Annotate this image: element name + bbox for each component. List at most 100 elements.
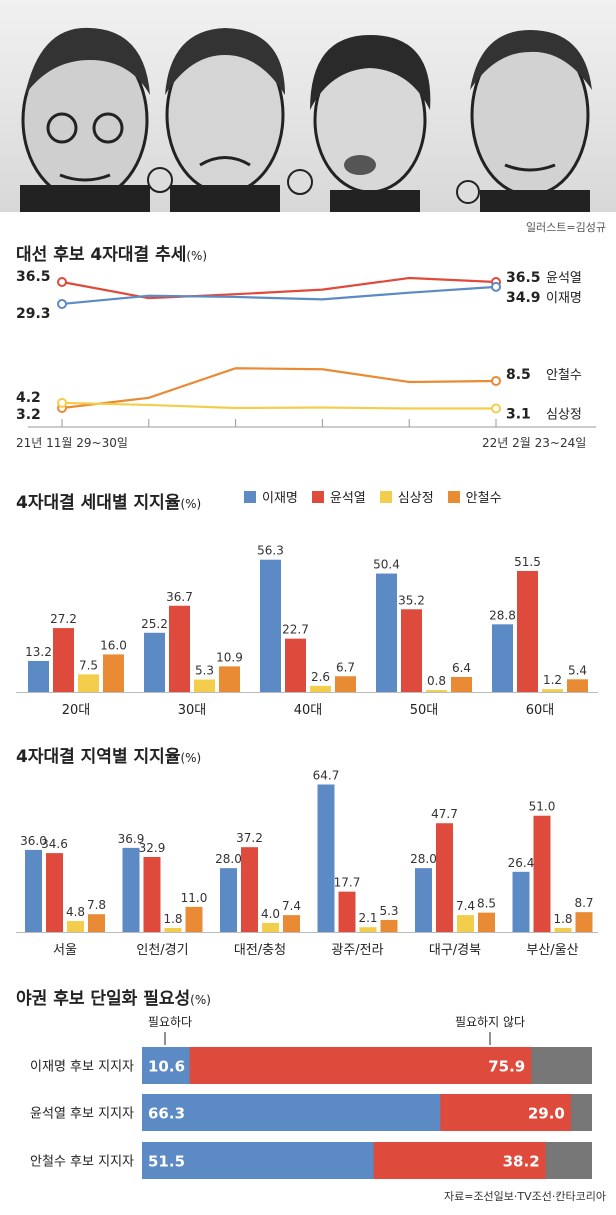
unify-chart-title: 야권 후보 단일화 필요성(%) <box>16 984 211 1009</box>
unify-row-label-1: 윤석열 후보 지지자 <box>30 1107 134 1122</box>
region-chart-value-yoon-5: 51.0 <box>529 800 556 814</box>
data-source: 자료=조선일보·TV조선·칸타코리아 <box>443 1190 606 1203</box>
unify-noneed-bar-2 <box>373 1142 546 1179</box>
trend-series-name-sim: 심상정 <box>546 408 582 423</box>
region-chart-bar-yoon-3 <box>338 891 356 932</box>
age-chart-bar-sim-3 <box>426 690 447 692</box>
unify-need-bar-2 <box>142 1142 374 1179</box>
region-chart-category-0: 서울 <box>53 943 77 958</box>
age-title-unit: (%) <box>180 497 202 511</box>
region-chart-value-yoon-0: 34.6 <box>41 837 68 851</box>
age-chart-value-ahn-0: 16.0 <box>100 638 127 652</box>
age-chart-bar-sim-2 <box>310 685 331 692</box>
age-chart-bar-sim-4 <box>542 689 563 692</box>
age-chart-category-4: 60대 <box>526 703 555 718</box>
legend-lee: 이재명 <box>244 487 298 506</box>
age-chart-value-lee-0: 13.2 <box>25 645 52 659</box>
region-bar-chart: 36.034.6 4.8 7.8 서울 36.932.9 1.8 11.0 인천/경기 28.0… <box>16 768 598 958</box>
region-chart-value-yoon-2: 37.2 <box>236 831 263 845</box>
region-chart-category-2: 대전/충청 <box>234 943 286 958</box>
trend-end-value-sim: 3.1 <box>506 407 531 423</box>
region-chart-bar-yoon-0 <box>46 853 63 932</box>
unify-need-bar-1 <box>142 1094 441 1131</box>
region-chart-bar-ahn-2 <box>283 915 300 932</box>
region-chart-bar-sim-3 <box>359 927 377 932</box>
region-chart-bar-lee-4 <box>415 868 432 932</box>
age-chart-value-yoon-3: 35.2 <box>398 593 425 607</box>
age-chart-category-1: 30대 <box>178 703 207 718</box>
age-chart-bar-yoon-0 <box>53 628 74 692</box>
unify-need-value-1: 66.3 <box>148 1105 185 1123</box>
unify-title-unit: (%) <box>190 993 211 1007</box>
unify-noneed-value-1: 29.0 <box>528 1105 565 1123</box>
legend-label-yoon: 윤석열 <box>329 491 366 506</box>
region-chart-bar-yoon-2 <box>241 847 258 932</box>
age-chart-bar-ahn-0 <box>103 654 124 692</box>
trend-series-name-lee: 이재명 <box>546 291 582 306</box>
region-chart-value-sim-1: 1.8 <box>163 912 182 926</box>
age-chart-bar-lee-4 <box>492 624 513 692</box>
region-chart-bar-ahn-4 <box>478 912 495 932</box>
region-chart-value-sim-0: 4.8 <box>66 905 85 919</box>
trend-series-name-ahn: 안철수 <box>546 368 582 383</box>
region-chart-bar-lee-1 <box>122 847 140 932</box>
age-chart-bar-lee-1 <box>144 632 165 692</box>
age-chart-value-ahn-3: 6.4 <box>452 661 471 675</box>
region-chart-bar-lee-0 <box>25 849 42 932</box>
region-chart-bar-ahn-0 <box>88 914 105 932</box>
age-chart-value-sim-4: 1.2 <box>543 673 562 687</box>
age-chart-bar-yoon-3 <box>401 609 422 692</box>
age-chart-value-ahn-2: 6.7 <box>336 660 355 674</box>
region-chart-value-ahn-5: 8.7 <box>574 896 593 910</box>
region-chart-value-ahn-1: 11.0 <box>181 891 208 905</box>
age-bar-chart: 13.2 27.2 7.516.0 20대 25.2 36.7 5.310.9 30대 56.3… <box>16 544 598 718</box>
region-chart-value-sim-4: 7.4 <box>456 899 475 913</box>
age-chart-bar-ahn-4 <box>567 679 588 692</box>
region-chart-value-sim-5: 1.8 <box>553 912 572 926</box>
trend-start-value-ahn: 3.2 <box>16 407 41 423</box>
legend-sim: 심상정 <box>379 487 434 506</box>
region-chart-bar-lee-3 <box>317 784 335 932</box>
trend-title-text: 대선 후보 4자대결 추세 <box>16 245 187 265</box>
region-chart-category-3: 광주/전라 <box>331 943 383 958</box>
age-chart-value-sim-3: 0.8 <box>427 674 446 688</box>
region-chart-bar-sim-1 <box>164 927 182 932</box>
legend-label-sim: 심상정 <box>397 491 434 506</box>
trend-line-ahn <box>61 367 497 410</box>
region-chart-value-lee-0: 36.0 <box>20 834 47 848</box>
age-chart-bar-ahn-2 <box>335 676 356 692</box>
candidate-illustration <box>0 0 616 212</box>
trend-end-value-yoon: 36.5 <box>506 270 541 286</box>
legend-label-lee: 이재명 <box>262 491 298 506</box>
trend-start-marker-lee <box>57 298 67 309</box>
region-chart-bar-lee-2 <box>220 868 237 932</box>
region-chart-value-sim-3: 2.1 <box>358 911 377 925</box>
age-chart-value-sim-0: 7.5 <box>79 658 98 672</box>
legend-swatch-ahn <box>447 490 460 503</box>
region-chart-value-lee-1: 36.9 <box>118 832 145 846</box>
portrait-lee <box>20 27 150 212</box>
region-chart-bar-ahn-3 <box>380 919 398 932</box>
age-chart-bar-sim-1 <box>194 679 215 692</box>
legend-swatch-lee <box>244 490 256 503</box>
portrait-sim <box>310 35 431 212</box>
age-chart-value-lee-1: 25.2 <box>141 617 168 631</box>
region-chart-value-ahn-2: 7.4 <box>282 899 301 913</box>
trend-end-marker-lee <box>491 281 501 292</box>
region-chart-value-ahn-4: 8.5 <box>477 897 496 911</box>
region-chart-bar-yoon-5 <box>533 815 551 932</box>
age-chart-value-yoon-2: 22.7 <box>282 623 309 637</box>
trend-line-sim <box>61 401 496 410</box>
trend-series-name-yoon: 윤석열 <box>546 271 582 286</box>
region-chart-value-ahn-0: 7.8 <box>87 898 106 912</box>
region-chart-value-ahn-3: 5.3 <box>379 904 398 918</box>
unify-noneed-header: 필요하지 않다 <box>455 1015 525 1029</box>
illustration-credit: 일러스트=김성규 <box>525 221 606 234</box>
age-chart-value-sim-1: 5.3 <box>195 664 214 678</box>
age-chart-bar-lee-3 <box>376 573 397 692</box>
region-title-unit: (%) <box>180 751 202 765</box>
unify-title-text: 야권 후보 단일화 필요성 <box>16 989 191 1009</box>
unify-noneed-bar-1 <box>440 1094 571 1131</box>
age-chart-bar-sim-0 <box>78 674 99 692</box>
trend-x-label-end: 22년 2월 23~24일 <box>482 436 586 450</box>
